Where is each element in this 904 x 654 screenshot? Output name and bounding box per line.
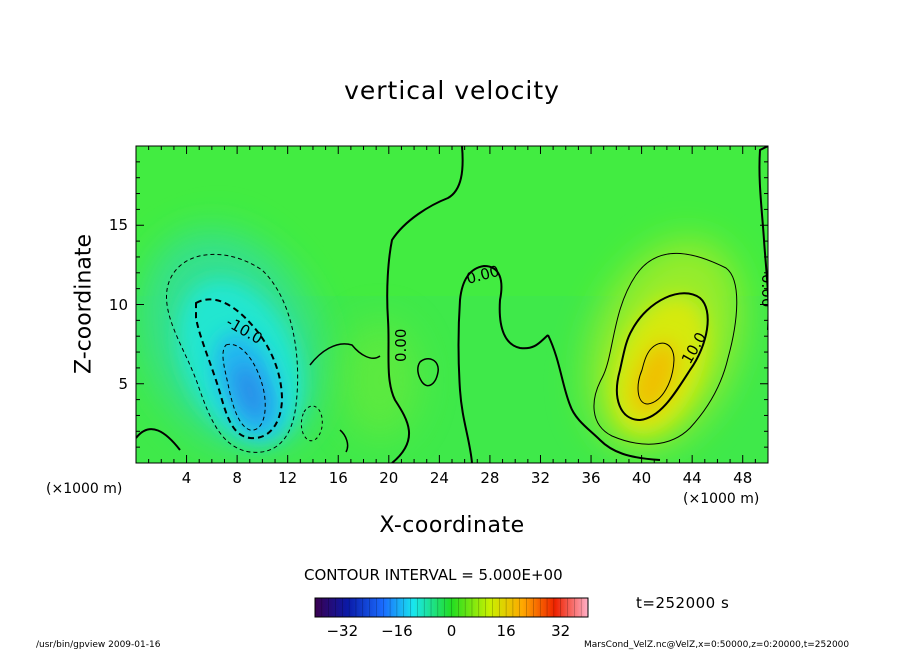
footer-program-date: /usr/bin/gpview 2009-01-16 [36,640,161,650]
tick-marks [136,146,768,463]
chart-title: vertical velocity [344,76,560,105]
x-tick-label: 12 [278,469,298,487]
x-tick-label: 4 [181,469,192,487]
x-tick-label: 40 [632,469,652,487]
colorbar-tick-label: 16 [496,622,516,640]
colorbar-divisions [321,598,582,617]
colorbar-tick-label: −16 [381,622,413,640]
x-tick-label: 44 [682,469,702,487]
contour-neg-small [300,405,323,442]
colorbar-tick-label: −32 [326,622,359,640]
contour-zero-main [136,146,768,463]
contour-zero-small2 [309,343,381,453]
contour-zero-small1 [417,358,439,387]
time-label: t=252000 s [636,594,730,612]
colorbar-tick-label: 0 [446,622,457,640]
contour-label: 0.00 [392,329,410,362]
x-axis-label: X-coordinate [379,513,525,538]
contour-lines [136,146,768,463]
y-axis-label: Z-coordinate [71,234,97,374]
x-unit-label-right: (×1000 m) [683,491,760,507]
x-tick-label: 48 [733,469,753,487]
x-tick-label: 36 [581,469,601,487]
x-tick-label: 20 [379,469,399,487]
x-tick-label: 28 [480,469,500,487]
x-tick-label: 32 [530,469,551,487]
contour-pos15 [637,342,675,405]
footer-data-source: MarsCond_VelZ.nc@VelZ,x=0:50000,z=0:2000… [584,640,850,650]
contour-pos10 [615,292,709,422]
downdraft-region [140,229,324,451]
contour-neg15 [222,343,266,431]
x-unit-label-left: (×1000 m) [46,481,123,497]
y-tick-label: 5 [118,374,128,393]
x-tick-label: 8 [232,469,242,487]
x-tick-label: 24 [429,469,449,487]
contour-interval-text: CONTOUR INTERVAL = 5.000E+00 [304,566,563,584]
x-tick-label: 16 [328,469,348,487]
colorbar-tick-label: 32 [551,622,571,640]
y-tick-label: 15 [108,216,128,235]
contour-label: 0.00 [758,274,776,307]
y-tick-label: 10 [108,295,128,314]
contour-pos5 [593,252,738,445]
contour-neg5 [166,253,299,453]
heatmap-field: -10.0 10.0 0.00 0.00 0.00 [136,146,776,463]
